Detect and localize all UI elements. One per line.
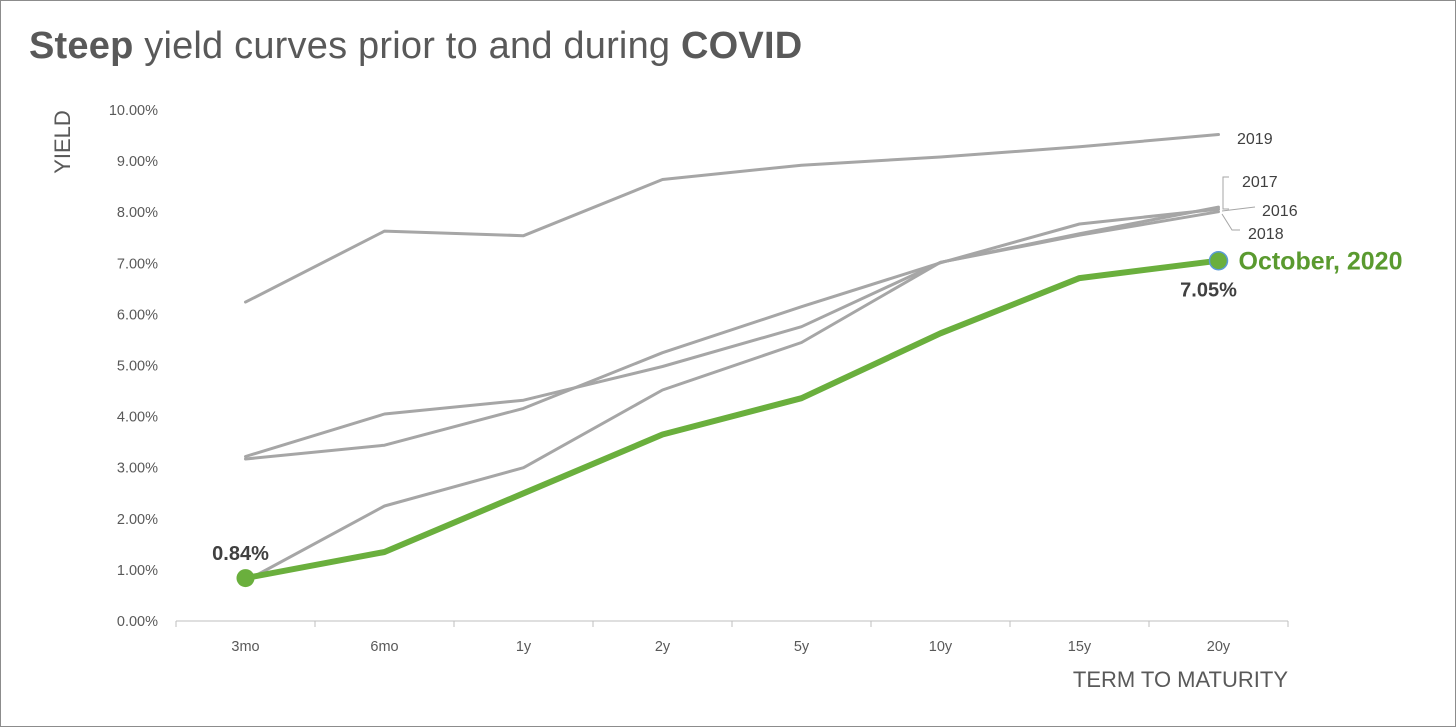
x-tick-label: 15y [1068,639,1092,655]
x-tick-label: 1y [516,639,532,655]
series-leader-2016 [1221,206,1256,212]
x-tick-label: 2y [655,639,671,655]
y-axis-label: YIELD [50,110,75,174]
start-value-label: 0.84% [212,543,269,565]
x-tick-label: 3mo [231,639,259,655]
series-label-2018: 2018 [1248,226,1284,243]
series-label-2019: 2019 [1237,131,1273,148]
title-middle: yield curves prior to and during [133,25,682,67]
start-point-marker [236,569,255,588]
y-tick-label: 8.00% [117,205,158,221]
y-tick-label: 10.00% [109,103,158,119]
y-tick-label: 3.00% [117,461,158,477]
series-label-2017: 2017 [1242,174,1278,191]
y-tick-label: 9.00% [117,154,158,170]
highlight-series-label: October, 2020 [1239,248,1403,276]
title-bold-covid: COVID [681,25,803,67]
x-axis-label: TERM TO MATURITY [1073,667,1288,692]
y-tick-label: 6.00% [117,307,158,323]
end-point-marker [1208,250,1229,271]
x-tick-label: 6mo [370,639,398,655]
x-tick-label: 20y [1207,639,1231,655]
series-line-2019 [244,133,1220,304]
y-tick-label: 0.00% [117,614,158,630]
series-line-2018 [244,210,1220,583]
y-tick-label: 2.00% [117,512,158,528]
series-leader-2017 [1222,176,1229,210]
x-tick-label: 10y [929,639,953,655]
x-tick-label: 5y [794,639,810,655]
y-tick-label: 4.00% [117,410,158,426]
series-leader-2018 [1221,213,1240,231]
y-tick-label: 1.00% [117,563,158,579]
chart-title: Steep yield curves prior to and during C… [29,25,802,68]
title-bold-steep: Steep [29,25,134,67]
y-tick-label: 5.00% [117,359,158,375]
series-line-october-2020 [242,257,1222,582]
end-value-label: 7.05% [1180,280,1237,302]
y-tick-label: 7.00% [117,256,158,272]
series-line-2016 [244,207,1220,461]
series-label-2016: 2016 [1262,203,1298,220]
